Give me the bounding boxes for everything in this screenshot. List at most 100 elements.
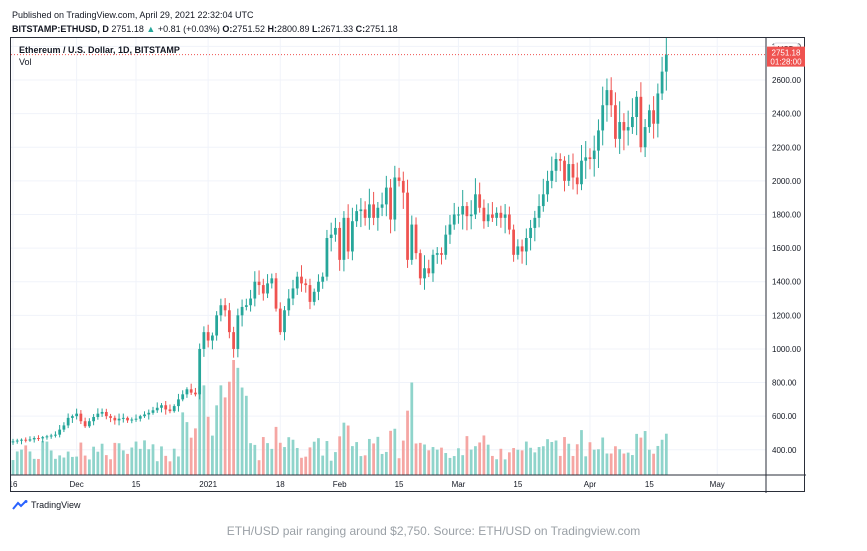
candle-body [168,409,172,412]
volume-bar [486,444,490,475]
volume-bar [499,448,503,475]
volume-bar [143,440,146,475]
candle-body [567,164,571,181]
volume-bar [639,437,643,475]
candle-body [164,405,168,410]
volume-bar [189,437,193,475]
candle-body [194,392,197,395]
candle-body [486,214,490,222]
volume-bar [49,450,53,475]
close-label: C: [355,24,366,34]
volume-bar [631,455,634,475]
volume-bar [295,447,299,475]
candle-body [503,214,507,218]
candle-layer [11,38,668,445]
change-arrow-icon: ▲ [146,24,156,34]
price-chart[interactable]: 400.00 600.00 800.00 1000.00 1200.00 1400.00 1… [11,38,806,493]
candle-body [79,413,83,422]
volume-bar [524,441,528,475]
volume-bar [410,382,414,475]
volume-bar [597,449,600,475]
candle-body [66,417,70,426]
change-value: +0.81 (+0.03%) [157,24,220,34]
candle-body [41,437,45,439]
candle-body [363,209,367,218]
volume-bar [32,458,36,475]
volume-bar [507,452,511,475]
tradingview-logo-icon [12,500,28,510]
candle-body [270,278,274,284]
candle-body [130,419,134,421]
candle-body [418,253,422,279]
volume-bar [185,422,189,475]
volume-bar [452,456,456,475]
volume-bar [278,442,282,475]
volume-bar [37,458,40,475]
candle-body [529,227,532,239]
volume-bar [444,452,448,475]
candle-body [96,413,100,418]
volume-bar [266,443,269,475]
candle-body [321,276,325,282]
candle-body [151,410,155,413]
volume-layer [11,360,668,475]
volume-bar [435,449,439,475]
candle-body [435,253,439,255]
candle-body [440,253,443,255]
candle-body [177,399,180,407]
candle-body [389,187,392,220]
candle-body [351,221,354,252]
symbol-label: BITSTAMP:ETHUSD, D [12,24,109,34]
volume-bar [397,458,401,475]
candle-body [380,204,384,208]
low-value: 2671.33 [320,24,354,34]
candle-body [295,276,299,289]
volume-bar [465,436,469,475]
volume-bar [198,386,202,475]
candle-body [631,116,634,128]
candle-body [317,281,320,292]
volume-bar [372,443,375,475]
candle-body [393,177,397,220]
volume-bar [300,457,303,475]
candle-body [219,305,223,316]
candle-body [287,298,291,311]
candle-body [223,305,227,311]
candle-body [198,348,202,395]
candle-body [202,332,206,349]
volume-bar [647,449,651,475]
candle-body [232,332,235,349]
x-tick-label: 18 [276,480,285,489]
candle-body [249,298,252,306]
open-value: 2751.52 [232,24,265,34]
chart-title: Ethereum / U.S. Dollar, 1D, BITSTAMP [19,45,180,55]
volume-bar [194,428,197,475]
candle-body [469,214,473,217]
candle-body [397,177,401,181]
candle-body [474,194,477,215]
y-tick-label: 1200.00 [772,311,801,320]
candle-body [639,96,643,148]
candle-body [660,71,664,94]
candle-body [478,194,482,208]
low-label: L: [312,24,321,34]
volume-bar [45,441,49,475]
candle-body [181,394,185,400]
volume-bar [287,437,291,475]
volume-bar [54,458,57,475]
candle-body [62,425,66,430]
volume-bar [113,442,117,475]
candle-body [355,211,359,222]
candle-body [113,417,117,421]
volume-bar [643,431,647,475]
candle-body [32,438,36,440]
candle-body [524,238,528,252]
chart-frame[interactable]: 400.00 600.00 800.00 1000.00 1200.00 1400.00 1… [10,37,806,493]
volume-bar [117,443,121,475]
volume-bar [618,449,622,475]
x-tick-label: Mar [452,480,466,489]
x-tick-label: 16 [11,480,18,489]
y-tick-label: 1600.00 [772,244,801,253]
candle-body [206,332,210,341]
candle-body [431,254,435,274]
